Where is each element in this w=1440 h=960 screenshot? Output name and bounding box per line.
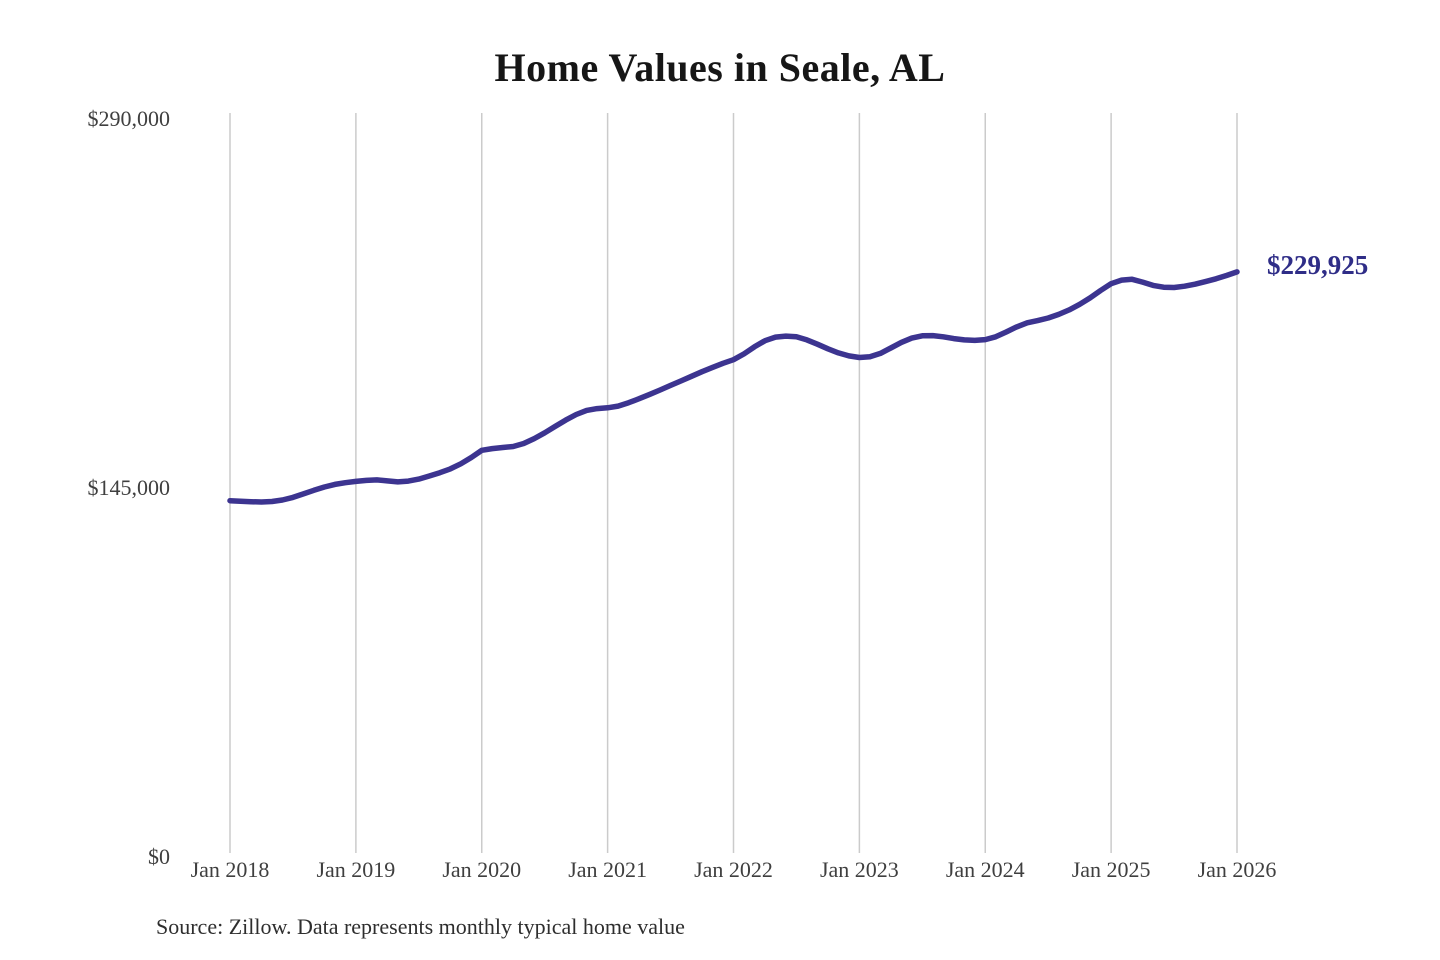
x-axis-tick-label: Jan 2025 — [1071, 857, 1151, 882]
x-axis-tick-label: Jan 2019 — [316, 857, 396, 882]
home-value-line — [227, 269, 1240, 505]
source-note: Source: Zillow. Data represents monthly … — [156, 914, 685, 939]
x-axis-tick-label: Jan 2026 — [1197, 857, 1277, 882]
y-axis-tick-label: $145,000 — [87, 475, 171, 500]
x-axis-tick-label: Jan 2021 — [568, 857, 648, 882]
x-axis-tick-label: Jan 2024 — [945, 857, 1025, 882]
x-axis-tick-label: Jan 2018 — [190, 857, 270, 882]
y-axis-tick-label: $290,000 — [87, 106, 171, 131]
y-axis-tick-label: $0 — [148, 844, 170, 869]
x-axis-tick-label: Jan 2022 — [694, 857, 773, 882]
chart-title: Home Values in Seale, AL — [494, 45, 946, 90]
latest-value-label: $229,925 — [1267, 249, 1369, 280]
x-axis-tick-label: Jan 2020 — [442, 857, 522, 882]
x-axis-tick-label: Jan 2023 — [819, 857, 899, 882]
